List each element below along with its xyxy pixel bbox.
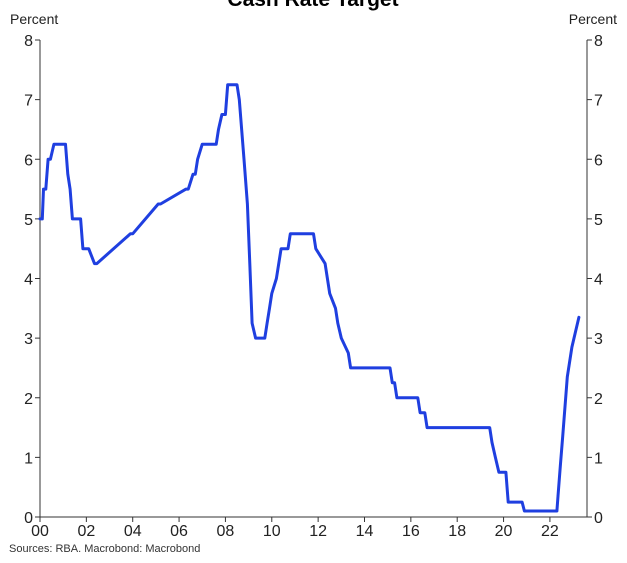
right-y-tick-label: 3 (594, 331, 603, 348)
right-y-tick-label: 5 (594, 212, 603, 229)
x-tick-label: 14 (356, 523, 374, 540)
x-tick-label: 04 (124, 523, 142, 540)
left-y-axis: 0 1 2 3 4 5 6 7 8 (24, 33, 40, 527)
left-y-tick-label: 8 (24, 33, 33, 50)
x-tick-label: 00 (31, 523, 49, 540)
x-tick-label: 08 (217, 523, 235, 540)
x-tick-label: 10 (263, 523, 281, 540)
left-y-tick-label: 0 (24, 510, 33, 527)
x-tick-label: 12 (309, 523, 327, 540)
left-y-tick-label: 2 (24, 391, 33, 408)
left-y-tick-label: 5 (24, 212, 33, 229)
x-tick-label: 16 (402, 523, 420, 540)
right-y-tick-label: 7 (594, 93, 603, 110)
left-axis-unit-label: Percent (10, 11, 58, 27)
left-y-tick-label: 3 (24, 331, 33, 348)
plot-frame (39, 40, 588, 518)
x-tick-label: 06 (170, 523, 188, 540)
x-axis: 00 02 04 06 08 10 12 14 16 18 20 22 (31, 517, 559, 540)
right-y-tick-label: 2 (594, 391, 603, 408)
right-y-tick-label: 4 (594, 272, 603, 289)
x-tick-label: 20 (495, 523, 513, 540)
cash-rate-line (38, 83, 581, 513)
right-y-tick-label: 6 (594, 152, 603, 169)
chart-title: Cash Rate Target (227, 0, 398, 11)
source-note: Sources: RBA. Macrobond: Macrobond (9, 543, 201, 555)
left-y-tick-label: 4 (24, 272, 33, 289)
right-y-tick-label: 0 (594, 510, 603, 527)
right-y-axis: 0 1 2 3 4 5 6 7 8 (587, 33, 603, 527)
left-y-tick-label: 1 (24, 450, 33, 467)
x-tick-label: 18 (448, 523, 466, 540)
x-tick-label: 02 (77, 523, 95, 540)
left-y-tick-label: 7 (24, 93, 33, 110)
right-y-tick-label: 8 (594, 33, 603, 50)
x-tick-label: 22 (541, 523, 559, 540)
series-layer (38, 83, 581, 513)
right-y-tick-label: 1 (594, 450, 603, 467)
right-axis-unit-label: Percent (569, 11, 617, 27)
left-y-tick-label: 6 (24, 152, 33, 169)
